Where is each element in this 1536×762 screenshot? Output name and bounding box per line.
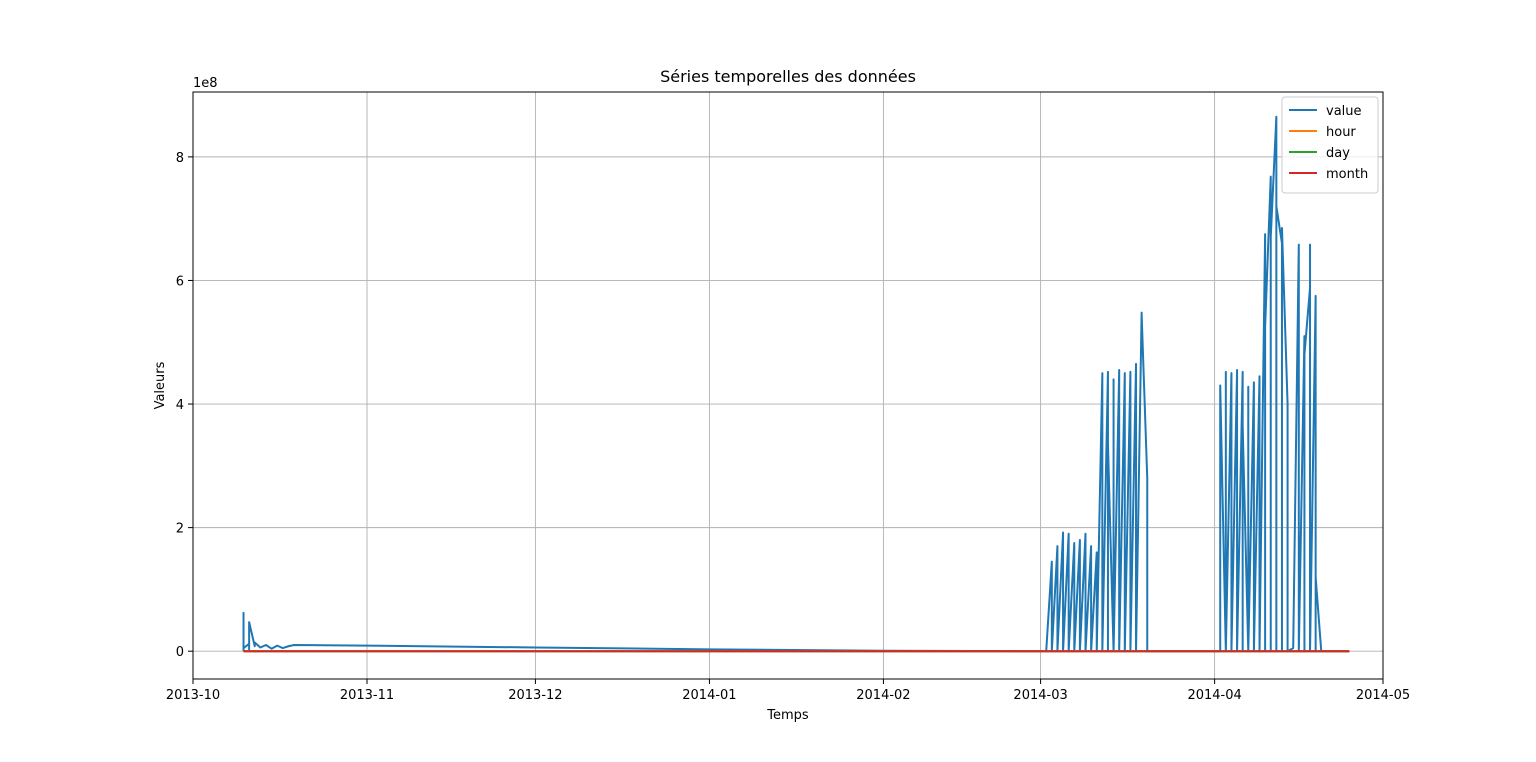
legend-label-hour: hour <box>1326 125 1356 140</box>
x-tick-label: 2014-04 <box>1187 688 1241 703</box>
y-tick-label: 2 <box>176 522 184 537</box>
y-offset-text: 1e8 <box>193 76 218 91</box>
ticks: 2013-10 2013-11 2013-12 2014-01 2014-02 2014-… <box>166 151 1410 703</box>
axes-frame <box>192 91 1384 680</box>
y-tick-label: 0 <box>176 645 184 660</box>
plot-area <box>242 115 1350 653</box>
x-tick-label: 2013-11 <box>340 688 394 703</box>
legend-label-value: value <box>1326 104 1362 119</box>
chart-title: Séries temporelles des données <box>660 67 916 86</box>
legend: value hour day month <box>1281 96 1379 194</box>
x-tick-label: 2014-02 <box>856 688 910 703</box>
y-axis-label: Valeurs <box>153 361 168 409</box>
x-tick-label: 2013-10 <box>166 688 220 703</box>
legend-label-day: day <box>1326 146 1350 161</box>
x-tick-label: 2014-01 <box>682 688 736 703</box>
y-tick-label: 6 <box>176 274 184 289</box>
x-tick-label: 2013-12 <box>508 688 562 703</box>
y-tick-label: 4 <box>176 398 184 413</box>
x-tick-label: 2014-03 <box>1013 688 1067 703</box>
y-tick-label: 8 <box>176 151 184 166</box>
x-tick-label: 2014-05 <box>1356 688 1410 703</box>
x-axis-label: Temps <box>766 708 809 723</box>
legend-box <box>1281 96 1379 194</box>
legend-label-month: month <box>1326 167 1368 182</box>
